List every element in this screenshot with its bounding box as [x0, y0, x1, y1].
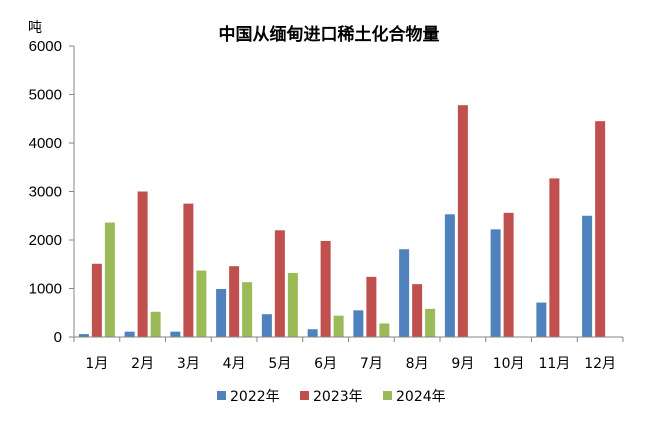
- bar-2022年-12月: [582, 215, 593, 337]
- bar-2023年-10月: [503, 212, 514, 337]
- x-tick-label: 8月: [406, 356, 429, 372]
- x-tick-label: 9月: [451, 356, 474, 372]
- chart-title: 中国从缅甸进口稀土化合物量: [219, 24, 440, 45]
- legend-swatch: [300, 391, 309, 400]
- bar-2024年-4月: [242, 282, 253, 337]
- bar-2023年-1月: [91, 263, 102, 337]
- x-tick-label: 4月: [223, 356, 246, 372]
- y-tick-label: 5000: [29, 87, 62, 104]
- bar-2023年-5月: [274, 230, 285, 337]
- plot-area: [78, 105, 606, 337]
- x-tick-label: 11月: [538, 356, 570, 372]
- bar-2023年-11月: [549, 178, 560, 337]
- y-axis-ticks: 0 1000 2000 3000 4000 5000 6000: [29, 38, 74, 346]
- bar-2024年-8月: [425, 308, 436, 337]
- legend-label: 2022年: [230, 389, 280, 405]
- bar-2023年-6月: [320, 240, 331, 337]
- bar-2022年-6月: [307, 329, 318, 337]
- bar-2022年-1月: [78, 334, 89, 337]
- bar-2023年-3月: [183, 203, 194, 337]
- y-tick-label: 4000: [29, 135, 62, 152]
- x-tick-label: 7月: [360, 356, 383, 372]
- legend-swatch: [217, 391, 226, 400]
- x-tick-label: 6月: [314, 356, 337, 372]
- y-tick-label: 1000: [29, 281, 62, 298]
- bar-2022年-5月: [261, 314, 272, 337]
- bar-2022年-3月: [170, 331, 181, 337]
- y-axis-unit: 吨: [28, 20, 42, 36]
- x-axis-labels: 1月 2月 3月 4月 5月 6月 7月 8月 9月 10月 11月 12月: [73, 337, 624, 372]
- legend-label: 2023年: [313, 389, 363, 405]
- x-tick-label: 5月: [268, 356, 291, 372]
- bar-2024年-3月: [196, 270, 207, 337]
- y-tick-label: 0: [54, 329, 62, 346]
- legend-swatch: [383, 391, 392, 400]
- bar-2022年-4月: [216, 288, 227, 337]
- bar-2023年-7月: [366, 276, 377, 337]
- legend: 2022年 2023年 2024年: [217, 389, 446, 405]
- y-tick-label: 3000: [29, 184, 62, 201]
- bar-2024年-7月: [379, 323, 390, 337]
- legend-label: 2024年: [396, 389, 446, 405]
- bar-2024年-6月: [333, 315, 344, 337]
- bar-2023年-4月: [229, 266, 240, 337]
- bar-2024年-1月: [104, 222, 115, 337]
- bar-2024年-2月: [150, 311, 161, 337]
- bar-2023年-9月: [457, 105, 468, 337]
- x-tick-label: 12月: [584, 356, 616, 372]
- bar-2022年-7月: [353, 310, 364, 337]
- bar-2023年-12月: [595, 121, 606, 337]
- bar-2023年-8月: [412, 284, 423, 337]
- x-tick-label: 3月: [177, 356, 200, 372]
- bar-2022年-9月: [444, 214, 455, 337]
- y-tick-label: 6000: [29, 38, 62, 55]
- x-tick-label: 1月: [85, 356, 108, 372]
- y-tick-label: 2000: [29, 232, 62, 249]
- bar-2022年-10月: [490, 229, 501, 337]
- bar-2022年-2月: [124, 331, 135, 337]
- x-tick-label: 10月: [493, 356, 525, 372]
- x-tick-label: 2月: [131, 356, 154, 372]
- bar-2024年-5月: [287, 272, 298, 337]
- bar-2023年-2月: [137, 191, 148, 337]
- bar-2022年-8月: [399, 249, 410, 337]
- bar-2022年-11月: [536, 302, 547, 337]
